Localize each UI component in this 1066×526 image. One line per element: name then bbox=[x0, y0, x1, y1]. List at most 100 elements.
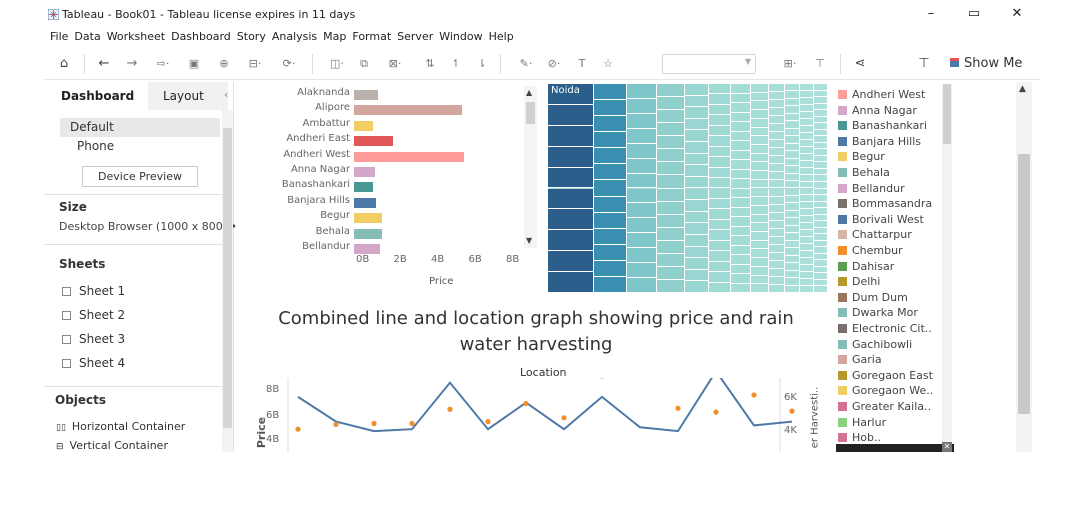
treemap-cell[interactable] bbox=[627, 263, 657, 279]
legend-item[interactable]: Gachibowli bbox=[838, 338, 912, 351]
treemap-cell[interactable] bbox=[709, 272, 731, 283]
treemap-cell[interactable] bbox=[785, 195, 800, 204]
treemap-cell[interactable] bbox=[800, 209, 814, 217]
legend-item[interactable]: Bommasandra bbox=[838, 197, 932, 210]
treemap-cell[interactable] bbox=[785, 143, 800, 152]
treemap-cell[interactable] bbox=[731, 103, 751, 113]
treemap-cell[interactable] bbox=[548, 84, 594, 105]
treemap-cell[interactable] bbox=[685, 281, 709, 293]
treemap-cell[interactable] bbox=[785, 151, 800, 159]
treemap-cell[interactable] bbox=[814, 188, 828, 196]
treemap-cell[interactable] bbox=[769, 212, 785, 221]
legend-item[interactable]: Anna Nagar bbox=[838, 104, 917, 117]
sort-descending-icon[interactable]: ⇂ bbox=[477, 57, 487, 70]
treemap-cell[interactable] bbox=[685, 130, 709, 143]
treemap-cell[interactable] bbox=[814, 260, 828, 267]
treemap-cell[interactable] bbox=[594, 84, 627, 101]
treemap-cell[interactable] bbox=[785, 84, 800, 92]
treemap-cell[interactable] bbox=[751, 232, 769, 241]
treemap-cell[interactable] bbox=[731, 93, 751, 103]
treemap-cell[interactable] bbox=[751, 188, 769, 198]
treemap-cell[interactable] bbox=[685, 246, 709, 259]
tab-dashboard[interactable]: Dashboard bbox=[61, 89, 135, 103]
treemap-cell[interactable] bbox=[769, 164, 785, 173]
treemap-cell[interactable] bbox=[814, 149, 828, 156]
treemap-cell[interactable] bbox=[627, 158, 657, 174]
undo-icon[interactable]: ← bbox=[98, 56, 110, 71]
treemap-cell[interactable] bbox=[685, 188, 709, 201]
treemap-cell[interactable] bbox=[800, 272, 814, 280]
rain-water-point[interactable] bbox=[295, 426, 301, 432]
rain-water-point[interactable] bbox=[333, 421, 339, 428]
treemap-cell[interactable] bbox=[814, 123, 828, 130]
treemap-cell[interactable] bbox=[627, 98, 657, 114]
treemap-cell[interactable] bbox=[814, 136, 828, 143]
sheet-item[interactable]: Sheet 3 bbox=[62, 332, 125, 346]
treemap-cell[interactable] bbox=[814, 247, 828, 254]
treemap-cell[interactable] bbox=[709, 219, 731, 231]
home-icon[interactable]: ⌂ bbox=[59, 56, 69, 71]
clear-sheet-icon[interactable]: ⊠· bbox=[388, 57, 402, 70]
treemap-cell[interactable] bbox=[769, 108, 785, 117]
treemap-cell[interactable] bbox=[709, 198, 731, 210]
treemap-cell[interactable] bbox=[751, 258, 769, 267]
treemap-cell[interactable] bbox=[709, 136, 731, 147]
treemap-cell[interactable] bbox=[751, 284, 769, 293]
treemap-cell[interactable] bbox=[709, 240, 731, 252]
device-phone[interactable]: Phone bbox=[77, 139, 115, 153]
treemap-cell[interactable] bbox=[785, 158, 800, 167]
price-bar[interactable] bbox=[354, 120, 373, 131]
legend-scrollbar[interactable] bbox=[942, 84, 952, 442]
treemap-cell[interactable] bbox=[627, 173, 657, 189]
treemap-cell[interactable] bbox=[785, 98, 800, 107]
treemap-cell[interactable] bbox=[800, 237, 814, 245]
sort-ascending-icon[interactable]: ↿ bbox=[451, 57, 461, 70]
treemap-cell[interactable] bbox=[627, 84, 657, 99]
treemap-cell[interactable] bbox=[769, 172, 785, 181]
treemap-cell[interactable] bbox=[751, 240, 769, 250]
treemap-cell[interactable] bbox=[814, 279, 828, 287]
treemap-cell[interactable] bbox=[731, 188, 751, 198]
treemap-cell[interactable] bbox=[814, 201, 828, 209]
rain-water-point[interactable] bbox=[371, 420, 377, 427]
treemap-cell[interactable] bbox=[785, 278, 800, 286]
rain-water-point[interactable] bbox=[447, 406, 453, 412]
price-bar[interactable] bbox=[354, 105, 463, 116]
treemap-cell[interactable] bbox=[751, 223, 769, 233]
legend-item[interactable]: Dum Dum bbox=[838, 291, 908, 304]
treemap-cell[interactable] bbox=[709, 125, 731, 137]
treemap-cell[interactable] bbox=[769, 220, 785, 229]
treemap-cell[interactable] bbox=[685, 165, 709, 177]
treemap-cell[interactable] bbox=[814, 181, 828, 189]
legend-item[interactable]: Bellandur bbox=[838, 182, 905, 195]
treemap-cell[interactable] bbox=[800, 244, 814, 252]
treemap-cell[interactable] bbox=[627, 278, 657, 293]
treemap-cell[interactable] bbox=[769, 196, 785, 205]
menu-analysis[interactable]: Analysis bbox=[271, 30, 318, 43]
treemap-cell[interactable] bbox=[594, 164, 627, 181]
legend-item[interactable]: Harlur bbox=[838, 416, 886, 429]
treemap-cell[interactable] bbox=[814, 221, 828, 228]
legend-item[interactable]: Banjara Hills bbox=[838, 135, 921, 148]
treemap-cell[interactable] bbox=[685, 118, 709, 131]
legend-item[interactable]: Goregaon We.. bbox=[838, 384, 933, 397]
vertical-container-object[interactable]: ⊟ Vertical Container bbox=[56, 439, 168, 452]
treemap-cell[interactable] bbox=[751, 84, 769, 93]
treemap-cell[interactable] bbox=[548, 209, 594, 231]
treemap-cell[interactable] bbox=[814, 162, 828, 169]
treemap-cell[interactable] bbox=[751, 275, 769, 285]
treemap-cell[interactable] bbox=[785, 248, 800, 256]
pin-layout-icon[interactable]: ⊤ bbox=[918, 56, 930, 71]
menu-format[interactable]: Format bbox=[352, 30, 392, 43]
treemap-cell[interactable] bbox=[657, 149, 685, 163]
treemap-cell[interactable] bbox=[685, 142, 709, 154]
treemap-cell[interactable] bbox=[709, 251, 731, 262]
sheet-item[interactable]: Sheet 2 bbox=[62, 308, 125, 322]
duplicate-icon[interactable]: ⧉ bbox=[360, 57, 368, 70]
treemap-cell[interactable] bbox=[685, 153, 709, 166]
treemap-cell[interactable] bbox=[685, 258, 709, 270]
treemap-cell[interactable] bbox=[814, 97, 828, 104]
treemap-cell[interactable] bbox=[594, 212, 627, 229]
treemap-cell[interactable] bbox=[814, 273, 828, 280]
treemap-cell[interactable] bbox=[594, 196, 627, 213]
